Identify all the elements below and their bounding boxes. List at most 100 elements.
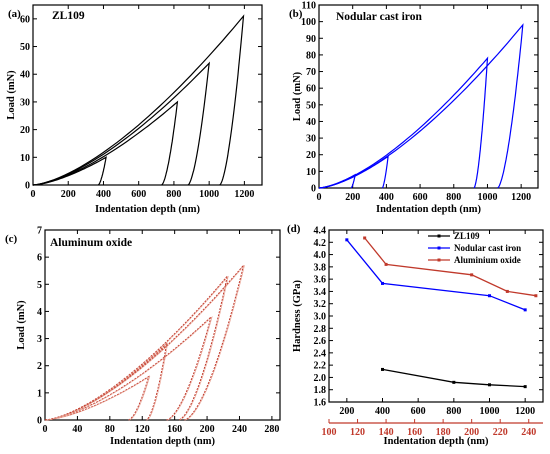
y-tick-label: 2.6 [314, 336, 327, 347]
x-tick-label: 600 [411, 406, 426, 417]
x-tick-label: 160 [167, 424, 182, 435]
hardness-point [384, 262, 388, 266]
load-curve-indent-4 [32, 14, 245, 186]
x-tick-label: 800 [166, 189, 181, 200]
panel-title: ZL109 [52, 10, 85, 22]
panel-label: (a) [8, 8, 21, 20]
load-curve-indent-2 [44, 342, 168, 421]
load-curve-indent-3 [318, 56, 489, 189]
hardness-point [534, 294, 538, 298]
y-tick-label: 6 [37, 253, 42, 264]
x-axis-label: Indentation depth (nm) [376, 204, 482, 215]
y-tick-label: 7 [37, 226, 42, 237]
plot-frame [32, 4, 263, 186]
hardness-point [523, 308, 527, 312]
y-tick-label: 40 [306, 117, 316, 128]
y-tick-label: 2.0 [314, 373, 327, 384]
y-tick-label: 90 [306, 34, 316, 45]
legend-entry: Nodular cast iron [454, 243, 521, 253]
y-tick-label: 0 [25, 181, 30, 192]
x-tick-label: 80 [105, 424, 115, 435]
load-curve-halo-3 [45, 315, 213, 421]
y-tick-label: 1.6 [314, 398, 327, 409]
hardness-point [470, 273, 474, 277]
y-tick-label: 3.6 [314, 275, 327, 286]
load-curve-halo-2 [45, 343, 169, 421]
hardness-point [505, 289, 509, 293]
x-axis-label: Indentation depth (nm) [110, 436, 216, 447]
y-tick-label: 20 [20, 125, 30, 136]
load-curve-halo-4 [45, 275, 229, 421]
plot-frame [44, 229, 281, 421]
x-axis-label: Indentation depth (nm) [95, 204, 201, 215]
panel-label: (d) [287, 223, 301, 235]
x-tick-label: 40 [72, 424, 82, 435]
load-curve-halo-5 [45, 265, 245, 421]
legend-entry: Aluminium oxide [454, 255, 521, 265]
y-tick-label: 4.4 [314, 226, 327, 237]
load-curve-indent-3 [44, 315, 213, 421]
x-tick-label: 1200 [511, 192, 531, 203]
y-axis-label: Load (mN) [6, 70, 17, 120]
legend-marker [437, 246, 441, 250]
panel-title: Aluminum oxide [50, 237, 132, 249]
panel-b-nodular-cast-iron: 0 200 400 600 800 1000 1200 0 10 20 30 40 50 60 70 80 90… [289, 1, 539, 215]
y-tick-label: 0 [37, 416, 42, 427]
load-curve-indent-4 [318, 23, 524, 189]
x-tick-label: 800 [446, 192, 461, 203]
x-tick-label: 0 [317, 192, 322, 203]
x-tick-label: 0 [31, 189, 36, 200]
load-curve-halo-1 [45, 375, 151, 421]
y-tick-label: 3.0 [314, 312, 327, 323]
panel-d-hardness: 200 400 600 800 1000 1200 1.6 1.82.02.2 2.42.62.… [287, 223, 544, 447]
x-tick-label: 800 [446, 406, 461, 417]
x-tick-label: 280 [264, 424, 279, 435]
load-curve-indent-1 [44, 375, 150, 421]
load-curve-indent-2 [32, 100, 179, 186]
hardness-point [345, 238, 349, 242]
x-tick-label: 600 [413, 192, 428, 203]
y-tick-label: 2.4 [314, 348, 327, 359]
hardness-series-2 [346, 239, 526, 311]
hardness-series-1 [382, 368, 526, 388]
y-tick-label: 5 [37, 280, 42, 291]
y-tick-label: 3.8 [314, 262, 327, 273]
x-tick-label: 400 [96, 189, 111, 200]
y-axis-label: Hardness (GPa) [292, 279, 303, 352]
y-tick-label: 3.4 [314, 287, 327, 298]
hardness-point [381, 367, 384, 371]
panel-a-zl109: 0 200 400 600 800 1000 1200 0 10 20 30 40 50 60 Indent… [6, 4, 263, 215]
x-tick-label: 200 [61, 189, 76, 200]
hardness-point [488, 294, 491, 298]
load-curve-indent-3 [32, 61, 211, 186]
y-tick-label: 60 [306, 84, 316, 95]
x-tick-label: 1200 [515, 406, 535, 417]
x2-tick-label: 220 [493, 427, 508, 438]
y-tick-label: 3 [37, 334, 42, 345]
x2-tick-label: 180 [436, 427, 451, 438]
legend-marker [437, 234, 441, 238]
panel-label: (c) [5, 233, 18, 245]
x-tick-label: 1000 [480, 406, 500, 417]
hardness-point [488, 383, 491, 387]
y-tick-label: 4.0 [314, 250, 327, 261]
panel-c-aluminum-oxide: 0 40 80 120 160 200 240 280 0 1 2 3 4 5 6 7 Indentation … [5, 226, 281, 447]
load-curve-indent-5 [44, 264, 244, 421]
hardness-point [523, 385, 527, 389]
plot-frame [318, 4, 539, 189]
x-tick-label: 0 [43, 424, 48, 435]
hardness-point [452, 380, 456, 384]
y-tick-label: 3.2 [314, 299, 327, 310]
y-tick-label: 2.2 [314, 361, 327, 372]
legend-marker [437, 258, 441, 262]
y-tick-label: 70 [306, 67, 316, 78]
y-tick-label: 0 [311, 184, 316, 195]
y-tick-label: 30 [20, 97, 30, 108]
y-axis-label: Load (mN) [16, 300, 27, 350]
x2-tick-label: 200 [464, 427, 479, 438]
x-tick-label: 1200 [234, 189, 254, 200]
x-tick-label: 400 [379, 192, 394, 203]
legend-entry: ZL109 [454, 231, 480, 241]
x-tick-label: 200 [200, 424, 215, 435]
